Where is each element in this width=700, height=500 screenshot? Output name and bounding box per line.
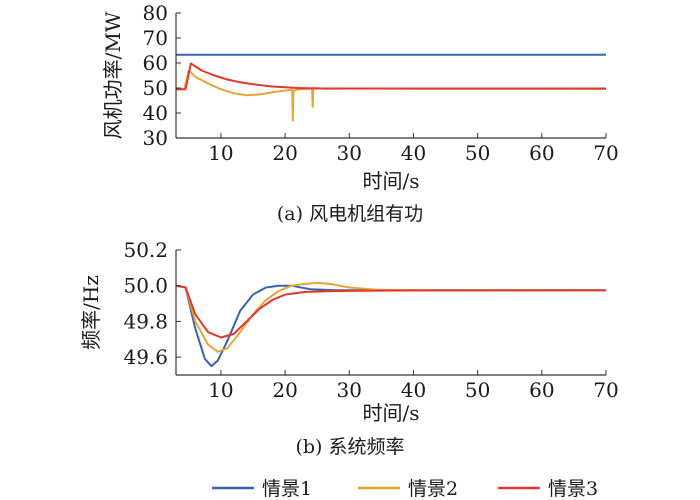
y-tick-label: 60 (143, 51, 168, 75)
panel-a-y-axis-label: 风机功率/MW (101, 11, 125, 139)
x-tick-label: 20 (272, 378, 297, 402)
x-tick-label: 30 (337, 141, 362, 165)
y-tick-label: 40 (143, 101, 168, 125)
legend-label-2: 情景2 (408, 478, 458, 500)
legend-label-3: 情景3 (548, 478, 598, 500)
x-tick-label: 20 (272, 141, 297, 165)
panel-a-series-line-3 (176, 62, 606, 91)
y-tick-label: 49.8 (123, 309, 168, 333)
x-tick-label: 50 (465, 378, 490, 402)
panel-b-x-axis-label: 时间/s (362, 401, 419, 425)
panel-b-frequency-chart: 10 20 30 40 50 60 70 49.6 49.8 50.0 50.2 频率/Hz 时间/… (79, 238, 619, 458)
panel-b-series-group (175, 282, 607, 368)
x-tick-label: 70 (593, 378, 618, 402)
panel-b-y-axis-label: 频率/Hz (79, 275, 103, 350)
panel-b-series-line-2 (175, 282, 606, 353)
y-tick-label: 70 (143, 26, 168, 50)
panel-b-series-line-3 (175, 284, 607, 339)
x-tick-label: 60 (529, 378, 554, 402)
x-tick-label: 50 (465, 141, 490, 165)
legend: 情景1 情景2 情景3 (212, 478, 598, 500)
y-tick-label: 80 (143, 1, 168, 25)
x-tick-label: 10 (208, 378, 233, 402)
panel-a-series-line-2 (176, 69, 607, 122)
x-tick-label: 60 (529, 141, 554, 165)
y-tick-label: 49.6 (123, 345, 168, 369)
panel-b-ticks: 10 20 30 40 50 60 70 49.6 49.8 50.0 50.2 (123, 238, 618, 402)
panel-b-caption: (b) 系统频率 (295, 436, 404, 458)
y-tick-label: 30 (143, 126, 168, 150)
panel-b-series-line-1 (175, 284, 606, 368)
y-tick-label: 50.0 (123, 274, 168, 298)
x-tick-label: 40 (401, 378, 426, 402)
panel-a-x-axis-label: 时间/s (362, 169, 419, 193)
x-tick-label: 40 (401, 141, 426, 165)
legend-label-1: 情景1 (262, 478, 312, 500)
x-tick-label: 70 (593, 141, 618, 165)
y-tick-label: 50.2 (123, 238, 168, 262)
panel-a-series-group (176, 53, 607, 122)
panel-a-caption: (a) 风电机组有功 (277, 203, 423, 225)
x-tick-label: 10 (208, 141, 233, 165)
y-tick-label: 50 (143, 76, 168, 100)
x-tick-label: 30 (337, 378, 362, 402)
